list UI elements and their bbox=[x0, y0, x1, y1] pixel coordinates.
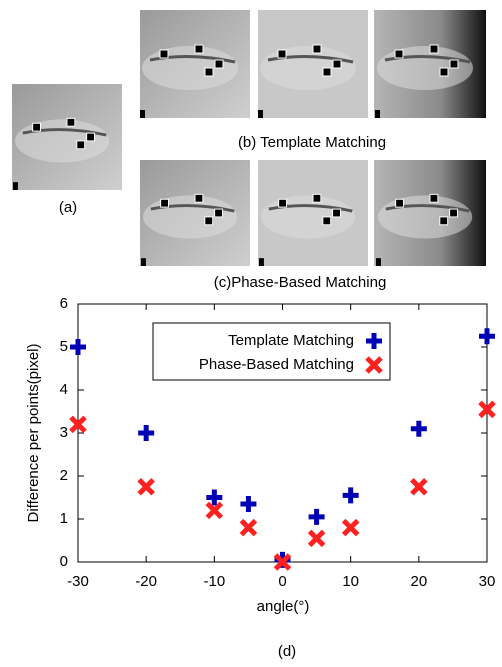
cross-marker bbox=[307, 529, 326, 548]
y-tick-label: 2 bbox=[60, 467, 68, 484]
label-d: (d) bbox=[278, 643, 296, 660]
x-tick-label: -20 bbox=[135, 573, 157, 590]
caption-b: (b) Template Matching bbox=[238, 134, 386, 151]
y-tick-label: 1 bbox=[60, 510, 68, 527]
photos-b bbox=[140, 10, 486, 118]
x-tick-label: 0 bbox=[278, 573, 286, 590]
cross-marker bbox=[205, 501, 224, 520]
y-tick-label: 5 bbox=[60, 338, 68, 355]
cross-marker bbox=[239, 518, 258, 537]
plus-marker bbox=[342, 487, 359, 504]
x-axis-label: angle(°) bbox=[257, 598, 310, 615]
y-tick-label: 0 bbox=[60, 553, 68, 570]
y-tick-label: 4 bbox=[60, 381, 68, 398]
cross-marker bbox=[341, 518, 360, 537]
y-axis-label: Difference per points(pixel) bbox=[25, 344, 42, 523]
legend-marker bbox=[365, 356, 383, 374]
cross-marker bbox=[273, 553, 292, 571]
caption-c: (c)Phase-Based Matching bbox=[214, 274, 387, 291]
legend-label: Phase-Based Matching bbox=[199, 356, 354, 373]
plus-marker bbox=[138, 425, 155, 441]
y-tick-label: 6 bbox=[60, 295, 68, 312]
legend bbox=[152, 322, 391, 381]
x-tick-label: -30 bbox=[67, 573, 89, 590]
plus-marker bbox=[240, 495, 257, 512]
legend-label: Template Matching bbox=[228, 332, 354, 349]
plus-marker bbox=[410, 420, 427, 437]
y-tick-label: 3 bbox=[60, 424, 68, 441]
photo-a bbox=[12, 84, 122, 190]
plus-marker bbox=[206, 489, 223, 506]
plus-marker bbox=[308, 508, 325, 525]
label-a: (a) bbox=[59, 199, 77, 216]
x-tick-label: 10 bbox=[342, 573, 359, 590]
x-tick-label: -10 bbox=[203, 573, 225, 590]
cross-marker bbox=[137, 477, 155, 496]
cross-marker bbox=[478, 400, 496, 419]
x-tick-label: 30 bbox=[479, 573, 496, 590]
plus-marker bbox=[479, 328, 495, 345]
cross-marker bbox=[410, 477, 428, 496]
cross-marker bbox=[69, 415, 87, 434]
photos-c bbox=[140, 160, 486, 266]
x-tick-label: 20 bbox=[410, 573, 427, 590]
legend-marker bbox=[366, 333, 382, 349]
plus-marker bbox=[70, 339, 86, 355]
